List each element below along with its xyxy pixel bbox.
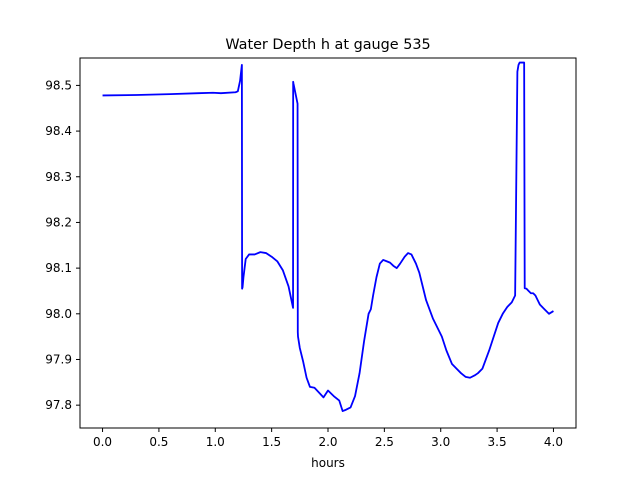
x-tick-label: 1.0 bbox=[206, 435, 225, 449]
x-tick-label: 0.0 bbox=[93, 435, 112, 449]
y-tick-label: 97.8 bbox=[45, 398, 72, 412]
x-tick-label: 1.5 bbox=[262, 435, 281, 449]
x-tick-label: 3.0 bbox=[431, 435, 450, 449]
x-tick-label: 2.5 bbox=[375, 435, 394, 449]
ticks-layer: 0.0 0.5 1.0 1.5 2.0 2.5 3.0 3.5 4.0 97.8 97.9 98.0 9… bbox=[45, 78, 563, 449]
y-tick-label: 98.1 bbox=[45, 261, 72, 275]
y-tick-label: 98.5 bbox=[45, 78, 72, 92]
x-axis-label: hours bbox=[311, 456, 345, 470]
series-layer bbox=[102, 61, 554, 413]
y-tick-label: 98.2 bbox=[45, 215, 72, 229]
x-tick-label: 3.5 bbox=[488, 435, 507, 449]
series-line-0 bbox=[102, 61, 554, 413]
chart-title: Water Depth h at gauge 535 bbox=[225, 37, 430, 53]
plot-frame bbox=[79, 57, 577, 429]
y-tick-label: 98.3 bbox=[45, 170, 72, 184]
y-tick-label: 98.0 bbox=[45, 307, 72, 321]
x-tick-label: 0.5 bbox=[149, 435, 168, 449]
plot-area bbox=[80, 58, 576, 428]
x-tick-label: 4.0 bbox=[544, 435, 563, 449]
y-tick-label: 98.4 bbox=[45, 124, 72, 138]
y-tick-label: 97.9 bbox=[45, 352, 72, 366]
x-tick-label: 2.0 bbox=[318, 435, 337, 449]
